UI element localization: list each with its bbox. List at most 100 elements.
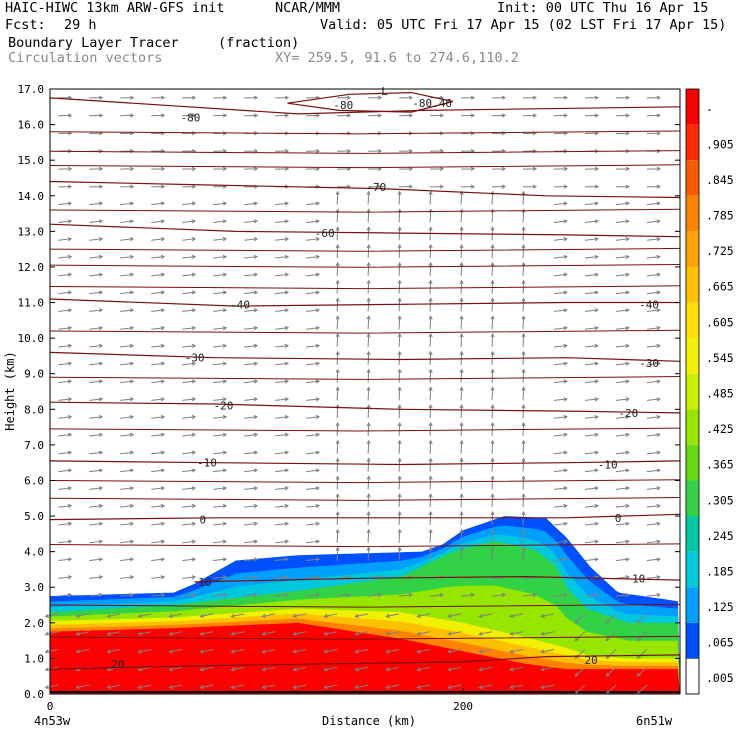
- vector-arrow: [521, 404, 526, 419]
- vector-arrow: [89, 414, 104, 420]
- vector-arrow: [275, 414, 290, 420]
- vector-arrow: [584, 201, 599, 206]
- vector-arrow: [366, 350, 371, 365]
- vector-arrow: [366, 404, 371, 419]
- colorbar-label: .485: [706, 387, 734, 401]
- vector-arrow: [275, 254, 290, 260]
- colorbar-label: .365: [706, 458, 734, 472]
- vector-arrow: [213, 575, 228, 580]
- vector-arrow: [584, 539, 599, 544]
- vector-arrow: [646, 468, 661, 473]
- vector-arrow: [646, 521, 661, 526]
- vector-arrow: [120, 521, 135, 526]
- vector-arrow: [199, 631, 214, 636]
- vector-arrow: [244, 592, 259, 598]
- vector-arrow: [230, 684, 245, 690]
- vector-arrow: [584, 166, 600, 171]
- vector-arrow: [106, 684, 121, 690]
- vector-arrow: [335, 261, 340, 276]
- vector-arrow: [89, 486, 104, 491]
- vector-arrow: [58, 113, 73, 118]
- vector-arrow: [461, 113, 476, 118]
- y-tick-label: 9.0: [24, 368, 44, 381]
- vector-arrow: [399, 148, 414, 154]
- vector-arrow: [120, 113, 135, 118]
- vector-arrow: [275, 432, 290, 437]
- vector-arrow: [397, 421, 402, 437]
- vector-arrow: [89, 113, 104, 118]
- vector-arrow: [584, 432, 599, 437]
- vector-arrow: [553, 503, 568, 509]
- vector-arrow: [399, 592, 414, 598]
- vector-arrow: [58, 521, 73, 526]
- colorbar-swatch: [686, 444, 699, 481]
- vector-arrow: [460, 592, 476, 598]
- vector-arrow: [261, 613, 276, 618]
- vector-arrow: [447, 631, 462, 636]
- vector-arrow: [459, 528, 464, 543]
- vector-arrow: [385, 649, 400, 654]
- vector-arrow: [182, 308, 197, 313]
- vector-arrow: [182, 272, 197, 277]
- vector-arrow: [615, 397, 630, 402]
- vector-arrow: [354, 649, 369, 654]
- vector-arrow: [182, 414, 197, 420]
- vector-arrow: [213, 272, 228, 277]
- vector-arrow: [120, 397, 135, 402]
- vector-arrow: [275, 166, 290, 171]
- vector-arrow: [430, 592, 445, 598]
- vector-arrow: [521, 297, 526, 312]
- vector-arrow: [459, 332, 464, 348]
- vector-arrow: [323, 666, 338, 672]
- vector-arrow: [584, 184, 600, 189]
- vector-arrow: [354, 666, 369, 672]
- vector-arrow: [168, 649, 183, 654]
- vector-arrow: [213, 201, 228, 206]
- vector-arrow: [490, 510, 495, 525]
- y-tick-label: 16.0: [18, 119, 45, 132]
- vector-arrow: [428, 493, 433, 508]
- vector-arrow: [58, 468, 73, 473]
- vector-arrow: [553, 521, 568, 526]
- vector-arrow: [89, 592, 104, 598]
- vector-arrow: [636, 666, 648, 677]
- vector-arrow: [137, 649, 152, 654]
- vector-arrow: [182, 592, 197, 598]
- vector-arrow: [509, 613, 524, 618]
- overlay-label: Circulation vectors: [8, 50, 163, 66]
- contour-label: -80: [333, 99, 353, 112]
- field-units: (fraction): [218, 35, 300, 51]
- vector-arrow: [213, 486, 228, 491]
- vector-arrow: [584, 521, 599, 526]
- vector-arrow: [459, 404, 464, 419]
- contour-label: 10: [198, 576, 211, 589]
- vector-arrow: [75, 649, 90, 654]
- vector-arrow: [399, 166, 414, 171]
- vector-arrow: [58, 557, 73, 562]
- vector-arrow: [182, 325, 197, 331]
- vector-arrow: [540, 666, 555, 672]
- vector-arrow: [306, 592, 321, 598]
- vector-arrow: [615, 486, 630, 491]
- vector-arrow: [89, 290, 104, 295]
- vector-arrow: [275, 503, 290, 509]
- vector-arrow: [120, 592, 135, 598]
- vector-arrow: [428, 190, 433, 205]
- vector-arrow: [397, 546, 402, 561]
- vector-arrow: [428, 475, 433, 490]
- vector-arrow: [89, 308, 104, 313]
- vector-arrow: [89, 557, 104, 562]
- vector-arrow: [490, 439, 495, 454]
- vector-arrow: [428, 350, 433, 365]
- vector-arrow: [646, 325, 661, 331]
- vector-arrow: [89, 95, 104, 100]
- vector-arrow: [151, 557, 166, 562]
- vector-arrow: [58, 237, 73, 242]
- vector-arrow: [428, 315, 433, 330]
- y-tick-label: 0.0: [24, 688, 44, 701]
- vector-arrow: [58, 361, 73, 366]
- vector-arrow: [306, 486, 321, 491]
- vector-arrow: [306, 113, 321, 118]
- vector-arrow: [213, 557, 228, 562]
